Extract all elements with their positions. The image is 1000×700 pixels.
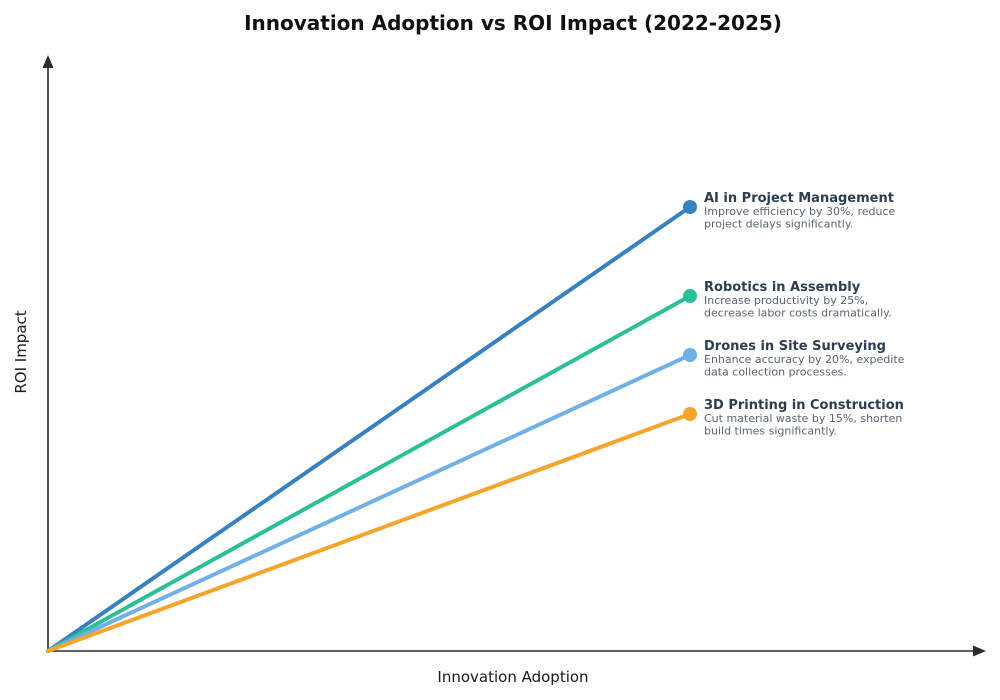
series-description-line1: Enhance accuracy by 20%, expedite xyxy=(704,353,905,366)
y-axis-label: ROI Impact xyxy=(12,310,30,393)
series-endpoint-dot xyxy=(683,348,697,362)
series-description-line2: build times significantly. xyxy=(704,425,837,438)
series-endpoint-dot xyxy=(683,289,697,303)
chart-title: Innovation Adoption vs ROI Impact (2022-… xyxy=(244,11,782,35)
series-description-line1: Cut material waste by 15%, shorten xyxy=(704,412,902,425)
series-group: Drones in Site Surveying Enhance accurac… xyxy=(46,339,905,653)
series-line xyxy=(46,205,692,653)
series-description-line1: Increase productivity by 25%, xyxy=(704,294,868,307)
series-line xyxy=(46,294,692,653)
series-name-label: 3D Printing in Construction xyxy=(704,398,904,413)
x-axis-arrow-icon xyxy=(973,645,986,657)
series-line xyxy=(46,353,692,653)
x-axis-label: Innovation Adoption xyxy=(437,668,588,686)
series-description-line1: Improve efficiency by 30%, reduce xyxy=(704,205,896,218)
series-description-line2: decrease labor costs dramatically. xyxy=(704,307,892,320)
series-line xyxy=(46,412,692,653)
series-name-label: Drones in Site Surveying xyxy=(704,339,886,354)
series-name-label: Robotics in Assembly xyxy=(704,280,861,295)
series-name-label: AI in Project Management xyxy=(704,191,894,206)
series-description-line2: data collection processes. xyxy=(704,366,847,379)
series-group: 3D Printing in Construction Cut material… xyxy=(46,398,904,653)
series-group: Robotics in Assembly Increase productivi… xyxy=(46,280,892,653)
series-description-line2: project delays significantly. xyxy=(704,218,853,231)
series-endpoint-dot xyxy=(683,200,697,214)
y-axis-arrow-icon xyxy=(42,55,54,68)
series-group: AI in Project Management Improve efficie… xyxy=(46,191,896,653)
series-endpoint-dot xyxy=(683,407,697,421)
